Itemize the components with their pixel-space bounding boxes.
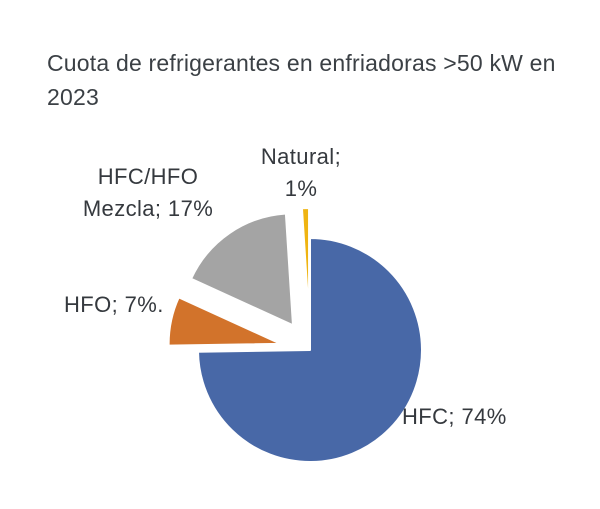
chart-title: Cuota de refrigerantes en enfriadoras >5…	[47, 46, 567, 114]
pie-slice-hfc	[197, 237, 423, 463]
pie-slice-natural	[300, 207, 311, 322]
slice-label-hfc-hfo-mezcla: HFC/HFO Mezcla; 17%	[53, 161, 243, 225]
slice-label-natural-line2: 1%	[284, 176, 318, 201]
slice-label-hfc-line1: HFC; 74%	[402, 404, 507, 429]
pie-slice-hfo	[167, 296, 282, 347]
slice-label-hfc: HFC; 74%	[402, 401, 507, 433]
chart-title-line1: Cuota de refrigerantes en enfriadoras >5…	[47, 50, 556, 76]
slice-label-hfo-line1: HFO; 7%.	[64, 292, 164, 317]
pie-slice-hfc-hfo-mezcla	[190, 212, 294, 327]
chart-title-line2: 2023	[47, 84, 99, 110]
slice-label-natural: Natural; 1%	[226, 141, 376, 205]
slice-label-mezcla-line1: HFC/HFO	[97, 164, 199, 189]
slice-label-hfo: HFO; 7%.	[64, 289, 164, 321]
slice-label-natural-line1: Natural;	[260, 144, 342, 169]
slice-label-mezcla-line2: Mezcla; 17%	[82, 196, 214, 221]
